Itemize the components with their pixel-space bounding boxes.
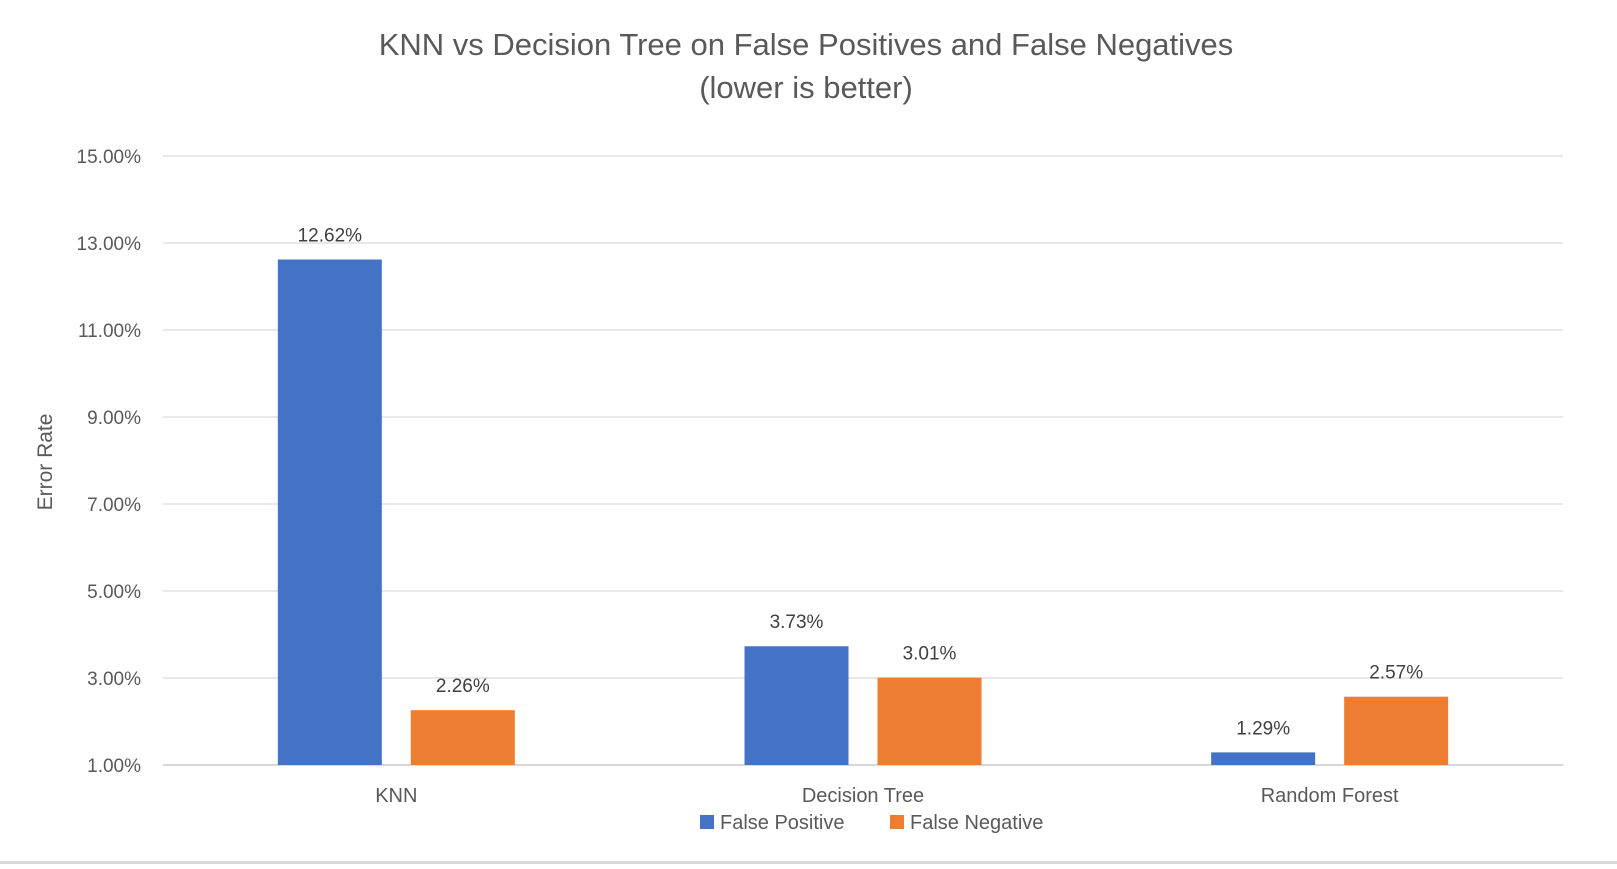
- x-axis-ticks: KNN Decision Tree Random Forest: [375, 785, 1399, 807]
- bar-false-positive: [277, 259, 382, 765]
- y-tick-label: 15.00%: [77, 147, 142, 168]
- y-tick-label: 9.00%: [87, 408, 141, 429]
- y-tick-label: 7.00%: [87, 495, 141, 516]
- legend-swatch-false-negative: [890, 815, 904, 829]
- legend-label: False Negative: [910, 812, 1043, 834]
- y-tick-label: 13.00%: [77, 234, 142, 255]
- bar-false-negative: [410, 710, 515, 765]
- bar-false-positive: [744, 646, 849, 765]
- legend-swatch-false-positive: [700, 815, 714, 829]
- legend-label: False Positive: [720, 812, 845, 834]
- data-label: 12.62%: [298, 226, 363, 247]
- y-tick-label: 3.00%: [87, 669, 141, 690]
- data-label: 3.01%: [903, 644, 957, 665]
- data-label: 2.26%: [436, 676, 490, 697]
- x-tick-label: KNN: [375, 785, 417, 807]
- bar-false-negative: [1344, 696, 1449, 765]
- data-label: 1.29%: [1236, 718, 1290, 739]
- data-label: 2.57%: [1369, 663, 1423, 684]
- y-axis-ticks: 1.00% 3.00% 5.00% 7.00% 9.00% 11.00% 13.00% 15.…: [77, 147, 142, 777]
- chart-title: KNN vs Decision Tree on False Positives …: [379, 27, 1234, 62]
- y-axis-label: Error Rate: [34, 414, 57, 511]
- x-tick-label: Decision Tree: [802, 785, 924, 807]
- bottom-border: [0, 861, 1617, 864]
- data-label: 3.73%: [770, 612, 824, 633]
- x-tick-label: Random Forest: [1261, 785, 1399, 807]
- bar-false-positive: [1211, 752, 1316, 765]
- y-tick-label: 5.00%: [87, 582, 141, 603]
- bars: [277, 259, 1449, 765]
- y-tick-label: 11.00%: [78, 321, 141, 342]
- bar-false-negative: [877, 677, 982, 765]
- gridlines: [163, 155, 1563, 766]
- legend: False Positive False Negative: [700, 812, 1043, 834]
- y-tick-label: 1.00%: [87, 756, 141, 777]
- chart-subtitle: (lower is better): [699, 70, 913, 105]
- data-labels: 12.62% 2.26% 3.73% 3.01% 1.29% 2.57%: [298, 226, 1424, 740]
